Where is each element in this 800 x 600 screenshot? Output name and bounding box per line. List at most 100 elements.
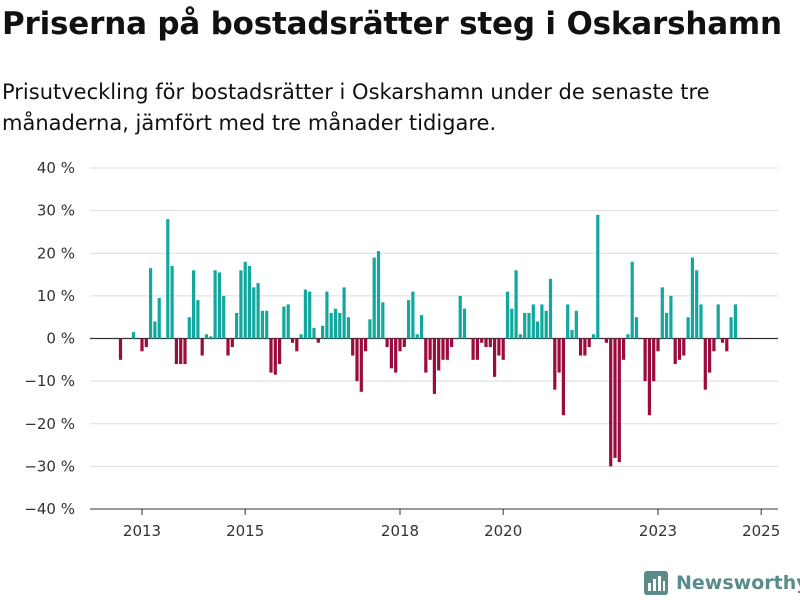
bar bbox=[174, 338, 178, 365]
y-tick-label: −40 % bbox=[24, 500, 75, 518]
bar bbox=[303, 289, 307, 339]
bar bbox=[699, 304, 703, 339]
bar bbox=[484, 338, 488, 348]
bar bbox=[570, 329, 574, 339]
bar bbox=[523, 312, 527, 339]
bar bbox=[514, 270, 518, 339]
bar bbox=[583, 338, 587, 356]
bars bbox=[118, 214, 737, 467]
bar bbox=[458, 295, 462, 339]
bar bbox=[153, 321, 157, 339]
bar bbox=[729, 317, 733, 339]
bar bbox=[665, 312, 669, 339]
bar bbox=[364, 338, 368, 352]
bar bbox=[566, 304, 570, 339]
bar bbox=[247, 266, 252, 339]
bar bbox=[677, 338, 682, 360]
bar bbox=[493, 338, 497, 377]
bar bbox=[299, 334, 303, 339]
bar bbox=[445, 338, 449, 360]
bar bbox=[656, 338, 660, 352]
bar bbox=[643, 338, 647, 382]
bar bbox=[118, 338, 123, 360]
bar bbox=[346, 317, 350, 339]
bar bbox=[488, 338, 492, 348]
bar bbox=[622, 338, 626, 360]
bar bbox=[690, 257, 694, 339]
bar bbox=[200, 338, 204, 356]
bar-chart-logo-icon bbox=[644, 571, 668, 595]
bar bbox=[604, 338, 608, 343]
bar bbox=[295, 338, 299, 352]
x-tick-label: 2023 bbox=[639, 522, 677, 540]
bar bbox=[166, 219, 170, 339]
bar bbox=[716, 304, 720, 339]
bar bbox=[338, 312, 342, 339]
bar bbox=[333, 308, 338, 339]
bar bbox=[510, 308, 514, 339]
bar bbox=[359, 338, 363, 392]
bar bbox=[131, 332, 135, 339]
y-tick-label: 20 % bbox=[37, 244, 75, 262]
bar bbox=[351, 338, 355, 356]
bar bbox=[561, 338, 565, 416]
bar bbox=[325, 291, 329, 339]
bar bbox=[557, 338, 561, 373]
bar bbox=[591, 334, 596, 339]
bar bbox=[660, 287, 664, 339]
y-tick-label: −10 % bbox=[24, 372, 75, 390]
bar bbox=[415, 334, 419, 339]
bar bbox=[252, 287, 256, 339]
bar bbox=[209, 336, 213, 339]
bar bbox=[226, 338, 230, 356]
y-tick-label: −30 % bbox=[24, 457, 75, 475]
last-value-label: 8 % bbox=[763, 0, 793, 4]
bar bbox=[652, 338, 656, 382]
y-tick-label: −20 % bbox=[24, 415, 75, 433]
bar bbox=[428, 338, 432, 360]
bar bbox=[217, 272, 221, 339]
bar bbox=[536, 321, 540, 339]
bar bbox=[157, 298, 161, 339]
bar bbox=[389, 338, 393, 369]
bar bbox=[411, 291, 415, 339]
x-tick-label: 2015 bbox=[226, 522, 264, 540]
bar bbox=[192, 270, 196, 339]
bar bbox=[475, 338, 479, 360]
bar bbox=[703, 338, 707, 390]
bar bbox=[553, 338, 557, 390]
bar bbox=[282, 306, 286, 339]
bar bbox=[587, 338, 591, 348]
bar bbox=[617, 338, 621, 463]
bar bbox=[290, 338, 295, 343]
bar bbox=[579, 338, 583, 356]
bar bbox=[394, 338, 398, 373]
bar bbox=[355, 338, 359, 382]
bar bbox=[372, 257, 376, 339]
bar bbox=[441, 338, 445, 360]
bar bbox=[260, 310, 264, 339]
y-axis-ticks: 40 % 30 % 20 % 10 % 0 % −10 % −20 % −30 % −40 % bbox=[24, 159, 75, 518]
bar bbox=[183, 338, 187, 365]
bar bbox=[149, 268, 153, 339]
bar bbox=[471, 338, 475, 360]
bar bbox=[144, 338, 148, 348]
x-tick-label: 2013 bbox=[123, 522, 161, 540]
bar bbox=[630, 261, 634, 339]
bar bbox=[686, 317, 690, 339]
y-tick-label: 0 % bbox=[46, 330, 75, 348]
bar bbox=[518, 334, 522, 339]
bar bbox=[669, 295, 673, 339]
x-axis: 2013 2015 2018 2020 2023 2025 bbox=[90, 508, 780, 540]
bar bbox=[243, 261, 247, 339]
bar bbox=[179, 338, 183, 365]
bar bbox=[342, 287, 346, 339]
bar bbox=[230, 338, 234, 348]
y-tick-label: 40 % bbox=[37, 159, 75, 177]
x-tick-label: 2018 bbox=[381, 522, 419, 540]
bar bbox=[574, 310, 578, 339]
bar bbox=[213, 270, 217, 339]
bar bbox=[187, 317, 191, 339]
bar bbox=[402, 338, 406, 348]
bar bbox=[424, 338, 428, 373]
